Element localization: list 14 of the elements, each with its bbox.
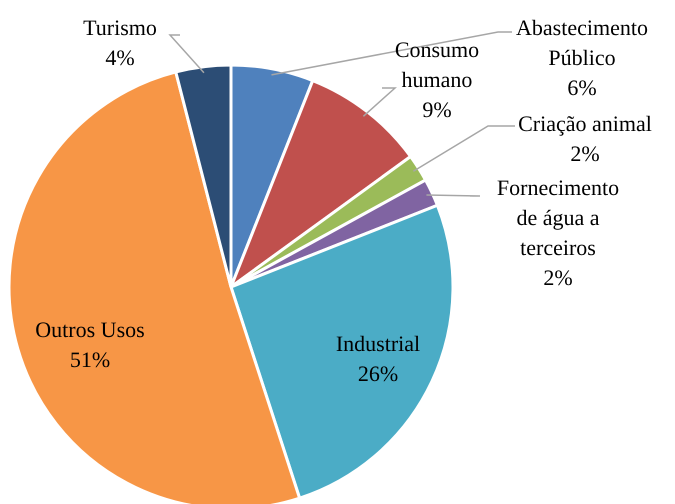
slice-label: Consumo humano <box>394 37 480 92</box>
data-label: 2% <box>570 141 600 166</box>
slice-label: Industrial <box>336 331 420 356</box>
slice-label: Turismo <box>83 15 157 40</box>
data-label: 26% <box>358 361 398 386</box>
data-label: 2% <box>543 265 573 290</box>
slice-label: Abastecimento Público <box>516 15 648 70</box>
data-label: 4% <box>105 45 135 70</box>
slice-label: Fornecimento de água a terceiros <box>496 175 620 260</box>
slice-label: Criação animal <box>518 111 652 136</box>
slice-label: Outros Usos <box>35 317 145 342</box>
data-label: 9% <box>422 97 452 122</box>
data-label: 6% <box>567 75 597 100</box>
data-label: 51% <box>70 347 110 372</box>
